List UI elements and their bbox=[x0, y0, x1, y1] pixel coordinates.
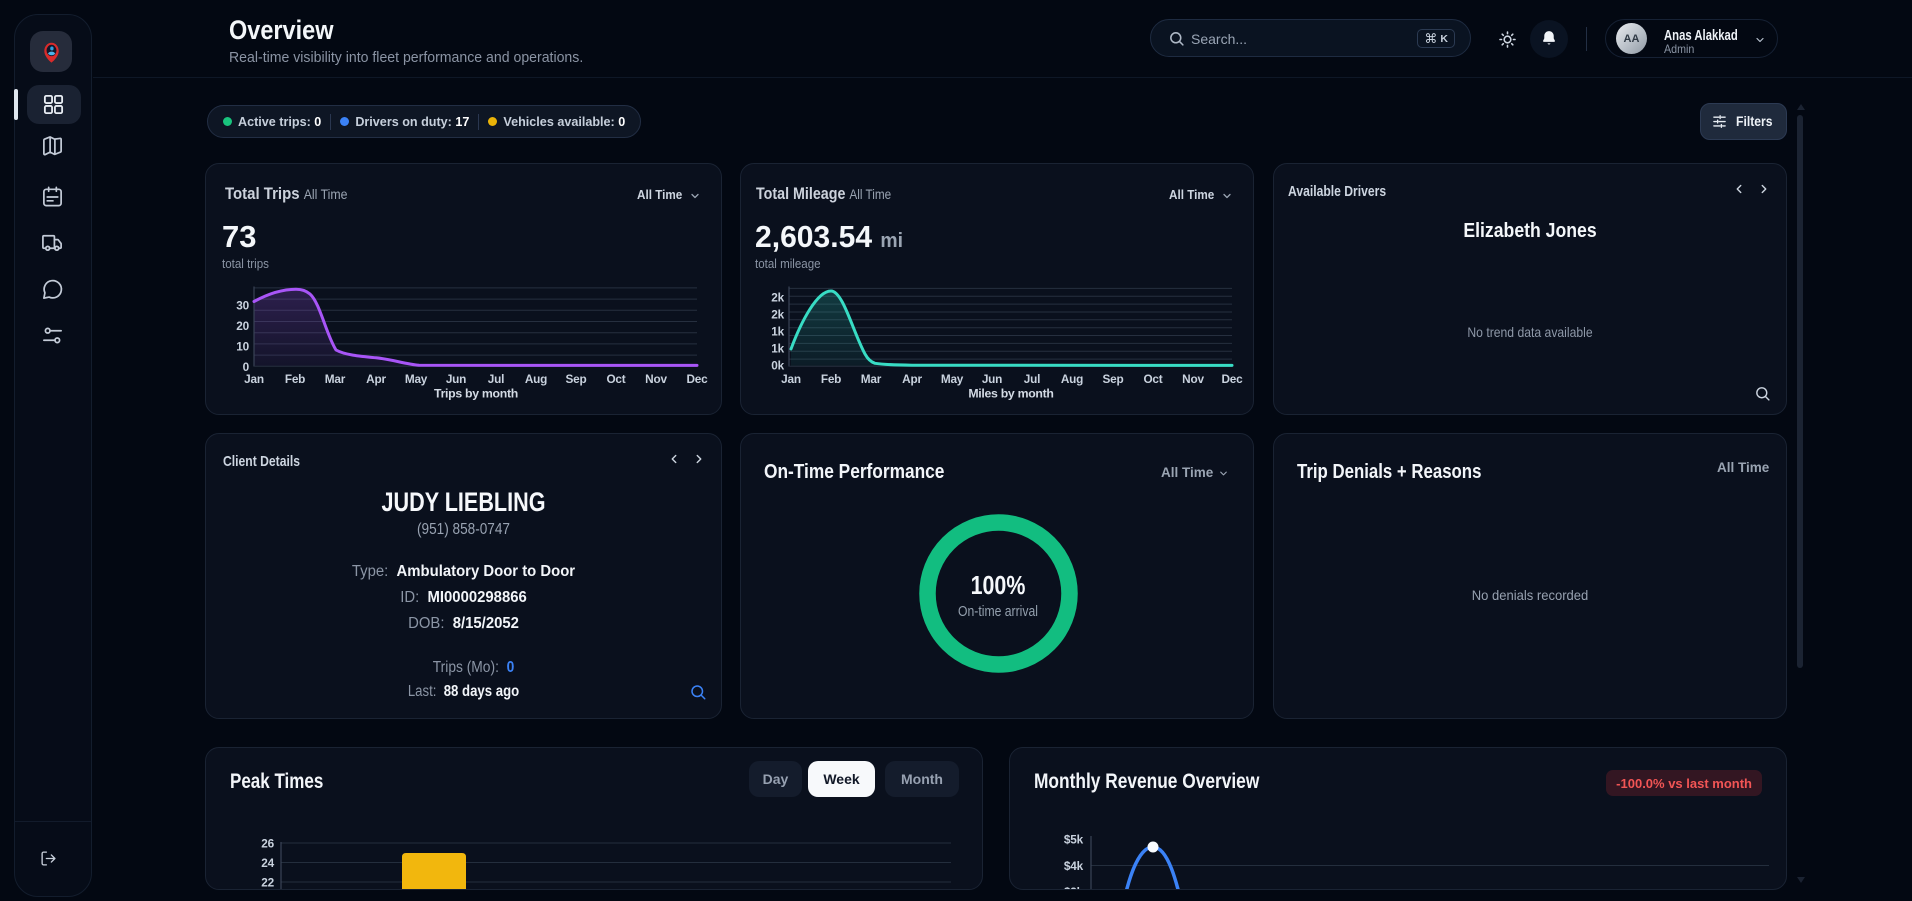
svg-text:Mar: Mar bbox=[325, 372, 346, 386]
svg-text:$3k: $3k bbox=[1064, 885, 1084, 890]
svg-text:Jun: Jun bbox=[982, 372, 1002, 386]
svg-text:0: 0 bbox=[243, 360, 250, 374]
svg-text:Oct: Oct bbox=[606, 372, 625, 386]
svg-text:Mar: Mar bbox=[861, 372, 882, 386]
svg-text:Aug: Aug bbox=[1061, 372, 1083, 386]
svg-text:Jan: Jan bbox=[244, 372, 264, 386]
svg-text:Oct: Oct bbox=[1143, 372, 1162, 386]
svg-text:Dec: Dec bbox=[686, 372, 708, 386]
svg-text:$5k: $5k bbox=[1064, 833, 1084, 847]
svg-text:Apr: Apr bbox=[366, 372, 386, 386]
svg-text:Miles by month: Miles by month bbox=[968, 387, 1053, 401]
svg-text:20: 20 bbox=[236, 319, 249, 333]
svg-text:26: 26 bbox=[261, 837, 274, 851]
svg-text:May: May bbox=[941, 372, 964, 386]
svg-text:Jan: Jan bbox=[781, 372, 801, 386]
svg-text:Nov: Nov bbox=[1182, 372, 1204, 386]
svg-text:1k: 1k bbox=[771, 325, 784, 339]
svg-text:2k: 2k bbox=[771, 308, 784, 322]
svg-text:May: May bbox=[405, 372, 428, 386]
svg-text:Apr: Apr bbox=[902, 372, 922, 386]
svg-text:10: 10 bbox=[236, 340, 249, 354]
svg-text:Trips by month: Trips by month bbox=[434, 387, 518, 401]
svg-text:1k: 1k bbox=[771, 342, 784, 356]
svg-text:0k: 0k bbox=[771, 359, 784, 373]
svg-text:30: 30 bbox=[236, 299, 249, 313]
svg-text:2k: 2k bbox=[771, 291, 784, 305]
svg-text:Jun: Jun bbox=[446, 372, 466, 386]
svg-text:$4k: $4k bbox=[1064, 859, 1084, 873]
svg-text:Jul: Jul bbox=[1024, 372, 1040, 386]
svg-text:24: 24 bbox=[261, 856, 274, 870]
svg-text:Jul: Jul bbox=[488, 372, 504, 386]
svg-text:Feb: Feb bbox=[285, 372, 305, 386]
svg-text:Nov: Nov bbox=[645, 372, 667, 386]
svg-text:Aug: Aug bbox=[525, 372, 547, 386]
svg-text:Sep: Sep bbox=[1102, 372, 1123, 386]
svg-text:Dec: Dec bbox=[1221, 372, 1243, 386]
svg-text:Feb: Feb bbox=[821, 372, 841, 386]
svg-text:22: 22 bbox=[261, 876, 274, 890]
svg-text:Sep: Sep bbox=[565, 372, 586, 386]
